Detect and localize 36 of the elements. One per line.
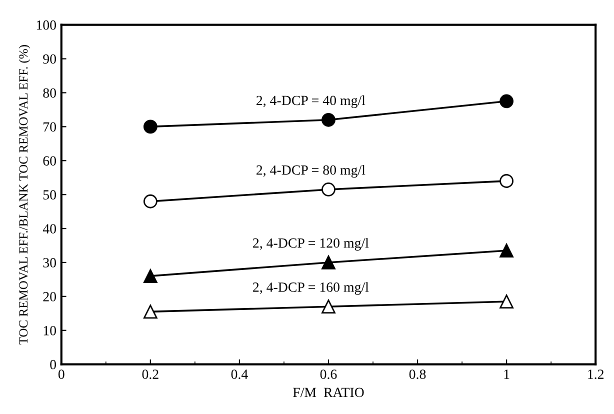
point (322, 300, 336, 314)
x-axis-title: F/M RATIO (293, 388, 364, 398)
y-tick-label: 70 (44, 122, 56, 132)
x-tick-label: 1 (504, 370, 510, 379)
series-label: 2, 4-DCP = 80 mg/l (256, 164, 366, 178)
series-label: 2, 4-DCP = 160 mg/l (253, 282, 369, 295)
series-label: 2, 4-DCP = 120 mg/l (253, 238, 369, 251)
y-tick-label: 90 (43, 54, 56, 64)
x-tick-label: 1.2 (588, 370, 604, 380)
point (143, 194, 158, 208)
point (143, 269, 158, 283)
y-tick-label: 30 (43, 258, 56, 268)
y-tick-label: 60 (43, 156, 56, 166)
x-tick-label: 0 (58, 370, 64, 379)
y-tick-label: 50 (43, 190, 56, 200)
series-label: 2, 4-DCP = 40 mg/l (256, 95, 366, 108)
point (500, 244, 514, 258)
y-tick-label: 20 (43, 292, 56, 302)
point (322, 256, 336, 270)
x-tick-label: 0.4 (231, 370, 248, 380)
y-tick-label: 0 (50, 360, 56, 370)
point (500, 294, 514, 308)
point (322, 182, 336, 196)
point (143, 120, 158, 134)
y-tick-label: 40 (42, 224, 56, 234)
x-tick-label: 0.2 (142, 370, 158, 380)
x-tick-label: 0.6 (320, 370, 337, 380)
point (143, 304, 158, 319)
y-tick-label: 80 (43, 88, 56, 98)
y-axis-title: TOC REMOVAL EFF./BLANK TOC REMOVAL EFF. (%) (18, 45, 30, 344)
y-tick-label: 100 (36, 20, 56, 30)
point (500, 94, 514, 108)
point (322, 112, 336, 127)
point (500, 174, 514, 188)
x-tick-label: 0.8 (409, 370, 426, 380)
y-tick-label: 10 (44, 326, 56, 336)
